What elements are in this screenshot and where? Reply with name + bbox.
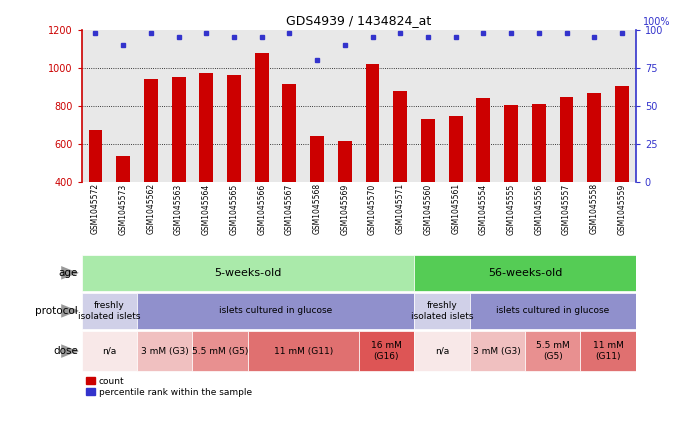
Bar <box>588 93 601 182</box>
Bar <box>310 136 324 182</box>
Text: 11 mM
(G11): 11 mM (G11) <box>593 341 624 361</box>
Text: 3 mM (G3): 3 mM (G3) <box>473 346 521 356</box>
Title: GDS4939 / 1434824_at: GDS4939 / 1434824_at <box>286 14 431 27</box>
Polygon shape <box>61 344 78 358</box>
Text: freshly
isolated islets: freshly isolated islets <box>78 301 141 321</box>
Text: GSM1045569: GSM1045569 <box>341 183 350 235</box>
Text: GSM1045567: GSM1045567 <box>285 183 294 235</box>
Bar <box>581 331 636 371</box>
Text: islets cultured in glucose: islets cultured in glucose <box>219 306 333 316</box>
Text: GSM1045573: GSM1045573 <box>119 183 128 235</box>
Bar <box>227 75 241 182</box>
Text: dose: dose <box>53 346 78 356</box>
Bar <box>560 97 573 182</box>
Text: 16 mM
(G16): 16 mM (G16) <box>371 341 402 361</box>
Text: GSM1045565: GSM1045565 <box>230 183 239 235</box>
Bar <box>82 255 414 291</box>
Bar <box>366 64 379 182</box>
Text: GSM1045559: GSM1045559 <box>617 183 626 235</box>
Bar <box>414 293 470 329</box>
Polygon shape <box>61 304 78 318</box>
Bar <box>248 331 359 371</box>
Text: GSM1045572: GSM1045572 <box>91 183 100 234</box>
Text: GSM1045568: GSM1045568 <box>313 183 322 234</box>
Bar <box>137 331 192 371</box>
Text: protocol: protocol <box>35 306 78 316</box>
Text: GSM1045566: GSM1045566 <box>257 183 266 235</box>
Text: GSM1045562: GSM1045562 <box>146 183 155 234</box>
Bar <box>469 293 636 329</box>
Text: freshly
isolated islets: freshly isolated islets <box>411 301 473 321</box>
Bar <box>88 130 103 182</box>
Bar <box>199 74 214 182</box>
Text: GSM1045570: GSM1045570 <box>368 183 377 235</box>
Bar <box>477 98 490 182</box>
Bar <box>82 331 137 371</box>
Bar <box>137 293 414 329</box>
Bar <box>421 119 435 182</box>
Text: GSM1045560: GSM1045560 <box>424 183 432 235</box>
Text: 3 mM (G3): 3 mM (G3) <box>141 346 188 356</box>
Bar <box>525 331 581 371</box>
Text: GSM1045555: GSM1045555 <box>507 183 515 235</box>
Bar <box>171 77 186 182</box>
Text: islets cultured in glucose: islets cultured in glucose <box>496 306 609 316</box>
Text: GSM1045556: GSM1045556 <box>534 183 543 235</box>
Bar <box>255 53 269 182</box>
Bar <box>359 331 414 371</box>
Text: n/a: n/a <box>435 346 449 356</box>
Text: n/a: n/a <box>102 346 116 356</box>
Bar <box>504 105 518 182</box>
Text: GSM1045557: GSM1045557 <box>562 183 571 235</box>
Text: GSM1045564: GSM1045564 <box>202 183 211 235</box>
Bar <box>116 156 130 182</box>
Text: 100%: 100% <box>643 17 670 27</box>
Bar <box>449 116 462 182</box>
Text: GSM1045571: GSM1045571 <box>396 183 405 234</box>
Bar <box>469 331 525 371</box>
Text: GSM1045558: GSM1045558 <box>590 183 598 234</box>
Bar <box>82 293 137 329</box>
Bar <box>192 331 248 371</box>
Text: GSM1045561: GSM1045561 <box>452 183 460 234</box>
Bar <box>282 84 296 182</box>
Bar <box>393 91 407 182</box>
Text: 5.5 mM
(G5): 5.5 mM (G5) <box>536 341 570 361</box>
Text: GSM1045563: GSM1045563 <box>174 183 183 235</box>
Legend: count, percentile rank within the sample: count, percentile rank within the sample <box>86 377 252 396</box>
Bar <box>338 141 352 182</box>
Bar <box>414 331 470 371</box>
Bar <box>414 255 636 291</box>
Text: 11 mM (G11): 11 mM (G11) <box>273 346 333 356</box>
Bar <box>615 86 629 182</box>
Polygon shape <box>61 266 78 280</box>
Bar <box>532 104 546 182</box>
Text: 5.5 mM (G5): 5.5 mM (G5) <box>192 346 248 356</box>
Text: age: age <box>59 268 78 278</box>
Text: 5-weeks-old: 5-weeks-old <box>214 268 282 278</box>
Text: GSM1045554: GSM1045554 <box>479 183 488 235</box>
Bar <box>144 79 158 182</box>
Text: 56-weeks-old: 56-weeks-old <box>488 268 562 278</box>
